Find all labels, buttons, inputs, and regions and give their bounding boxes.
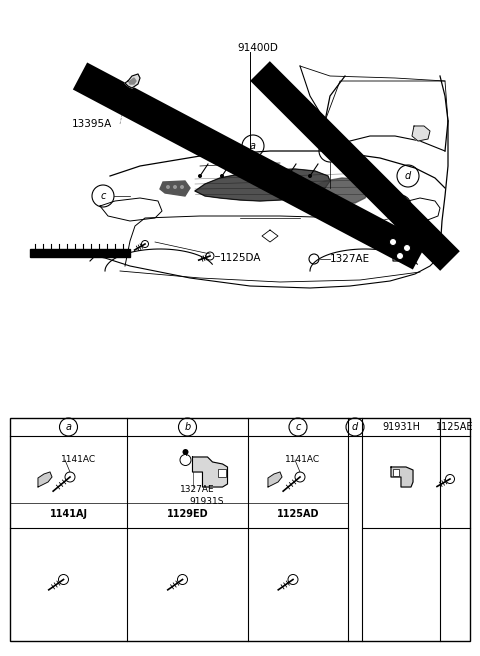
Text: 1327AE: 1327AE — [330, 254, 370, 264]
Text: a: a — [250, 141, 256, 151]
Circle shape — [182, 449, 189, 455]
Text: 13395A: 13395A — [72, 119, 112, 129]
Text: 1125DA: 1125DA — [220, 253, 262, 263]
Text: 1125AE: 1125AE — [436, 422, 474, 432]
Text: b: b — [184, 422, 191, 432]
Bar — [217, 469, 226, 477]
Polygon shape — [129, 78, 136, 84]
Text: 1327AE: 1327AE — [180, 485, 214, 495]
Text: c: c — [295, 422, 300, 432]
Circle shape — [396, 253, 404, 260]
Text: c: c — [397, 201, 403, 211]
Polygon shape — [125, 74, 140, 88]
Circle shape — [286, 174, 290, 178]
Polygon shape — [195, 169, 330, 201]
Polygon shape — [38, 472, 52, 487]
Circle shape — [404, 245, 410, 251]
Polygon shape — [192, 457, 228, 487]
Text: 1141AC: 1141AC — [286, 455, 321, 464]
Circle shape — [166, 185, 170, 189]
Text: 1125AD: 1125AD — [277, 509, 319, 519]
Bar — [10, 418, 470, 641]
Text: c: c — [100, 191, 106, 201]
Polygon shape — [268, 472, 282, 487]
Circle shape — [198, 174, 202, 178]
Polygon shape — [30, 249, 130, 257]
Circle shape — [220, 174, 224, 178]
Text: 91931H: 91931H — [382, 422, 420, 432]
Text: d: d — [352, 422, 358, 432]
Text: 1141AC: 1141AC — [61, 455, 96, 464]
Circle shape — [173, 185, 177, 189]
Circle shape — [242, 174, 246, 178]
Text: 1129ED: 1129ED — [167, 509, 208, 519]
Text: 1141AJ: 1141AJ — [49, 509, 87, 519]
Circle shape — [308, 174, 312, 178]
Text: d: d — [405, 171, 411, 181]
Text: 91400D: 91400D — [237, 43, 278, 53]
Text: b: b — [327, 146, 333, 156]
Text: 91931S: 91931S — [190, 497, 224, 506]
Circle shape — [264, 174, 268, 178]
Text: a: a — [65, 422, 72, 432]
Circle shape — [180, 185, 184, 189]
Bar — [393, 469, 399, 476]
Polygon shape — [391, 467, 413, 487]
Circle shape — [389, 239, 396, 245]
Polygon shape — [385, 236, 415, 261]
Polygon shape — [160, 181, 190, 196]
Polygon shape — [412, 126, 430, 141]
Polygon shape — [310, 178, 370, 204]
